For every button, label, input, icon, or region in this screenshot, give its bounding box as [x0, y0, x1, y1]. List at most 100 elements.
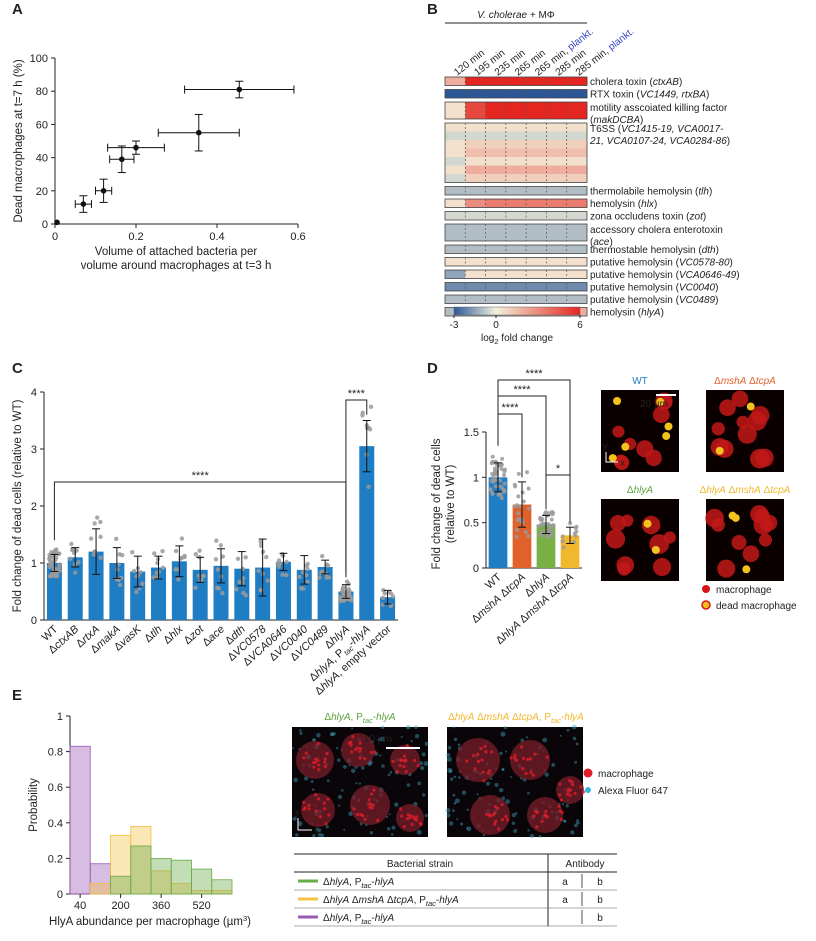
alexa-signal [315, 827, 320, 832]
alexa-signal [389, 770, 393, 774]
alexa-signal [447, 767, 453, 773]
macrophage-signal [322, 801, 326, 805]
label-part: Δ [477, 712, 484, 723]
significance-label: **** [525, 368, 543, 380]
y-tick-label: 1 [473, 472, 479, 484]
macrophage-signal [316, 742, 320, 746]
data-dot [490, 490, 495, 495]
label-part: tac [363, 716, 373, 725]
histogram-bar [211, 879, 233, 895]
legend-marker-macrophage [702, 585, 710, 593]
macrophage-signal [363, 817, 367, 821]
alexa-signal [387, 773, 391, 777]
x-axis-label: volume around macrophages at t=3 h [81, 260, 272, 272]
label-part: tcpA [394, 895, 414, 906]
heatmap-cell [526, 174, 547, 183]
alexa-signal [311, 788, 315, 791]
data-dot [88, 536, 94, 541]
macrophage-signal [361, 814, 365, 818]
alexa-signal [388, 813, 391, 816]
heatmap-cell [526, 186, 547, 195]
data-dot [68, 556, 73, 562]
macrophage-signal [524, 771, 528, 776]
dead-macrophage-cell [643, 519, 652, 528]
heatmap-row-label: thermolabile hemolysin (tlh) [590, 186, 712, 197]
y-tick-label: 1 [31, 558, 37, 570]
data-dot [319, 553, 325, 559]
label-part: 3 [243, 914, 247, 923]
data-dot [516, 471, 521, 476]
data-dot [140, 581, 145, 587]
heatmap-cell [546, 131, 568, 140]
colorbar-label: log2 fold change [481, 333, 553, 346]
heatmap-cell [485, 157, 507, 166]
macrophage-signal [314, 809, 318, 813]
macrophage-signal [559, 798, 563, 802]
label-part: ) [715, 282, 718, 293]
data-dot [256, 568, 261, 573]
macrophage-signal [368, 805, 372, 810]
data-dot [516, 511, 521, 516]
macrophage-cell [612, 425, 625, 438]
heatmap-row-border [444, 294, 588, 304]
data-dot [538, 523, 543, 528]
data-dot [241, 590, 246, 596]
heatmap-cell [445, 257, 466, 266]
alexa-signal [337, 794, 343, 800]
heatmap-cell [445, 295, 466, 304]
histogram-bar [191, 868, 213, 895]
macrophage-signal [514, 758, 519, 762]
macrophage-signal [402, 824, 406, 829]
macrophage-signal [568, 793, 572, 798]
data-dot [499, 463, 504, 468]
macrophage-signal [351, 735, 355, 739]
label-part: ) [730, 257, 733, 268]
heatmap-cell [566, 165, 588, 174]
heatmap-cell [505, 257, 527, 266]
heatmap-row-border [444, 244, 588, 254]
dead-macrophage-cell [621, 442, 630, 451]
macrophage-signal [324, 822, 328, 826]
data-dot [367, 427, 373, 432]
alexa-signal [335, 746, 339, 750]
x-tick-label: 0 [52, 231, 58, 243]
macrophage-cell [719, 399, 736, 417]
heatmap-cell [566, 199, 588, 208]
alexa-signal [461, 790, 467, 795]
macrophage-cell [663, 531, 676, 544]
significance-bracket [497, 379, 571, 523]
macrophage-signal [412, 758, 417, 763]
antibody-b: b [597, 895, 603, 906]
x-tick-label: 0.6 [290, 231, 305, 243]
heatmap-cell [505, 224, 527, 233]
heatmap-cell [485, 232, 507, 241]
alexa-signal [451, 809, 455, 813]
heatmap-cell [485, 257, 507, 266]
data-dot [54, 547, 59, 552]
macrophage-signal [327, 813, 331, 817]
heatmap-cell [505, 211, 527, 220]
label-part: putative hemolysin ( [590, 257, 680, 268]
data-dot [549, 517, 554, 522]
label-part: tlh [698, 186, 709, 197]
macrophage-signal [521, 756, 526, 760]
label-part: ) [703, 211, 706, 222]
heatmap-cell [465, 224, 486, 233]
label-part: Δ [352, 895, 359, 906]
macrophage-signal [307, 803, 311, 807]
alexa-signal [297, 821, 303, 827]
heatmap-cell [465, 282, 486, 291]
label-part: ( [590, 237, 594, 248]
alexa-signal [574, 823, 578, 828]
label-part: ace [593, 237, 610, 248]
heatmap-cell [546, 295, 568, 304]
heatmap-cell [465, 123, 486, 132]
data-dot [193, 552, 199, 557]
label-part: P [419, 895, 426, 906]
heatmap-cell [526, 165, 547, 174]
macrophage-signal [476, 759, 481, 763]
label-part: + MΦ [527, 10, 555, 21]
heatmap-row-label: (makDCBA) [590, 115, 643, 126]
macrophage-cell [751, 405, 770, 425]
macrophage-signal [369, 751, 374, 755]
